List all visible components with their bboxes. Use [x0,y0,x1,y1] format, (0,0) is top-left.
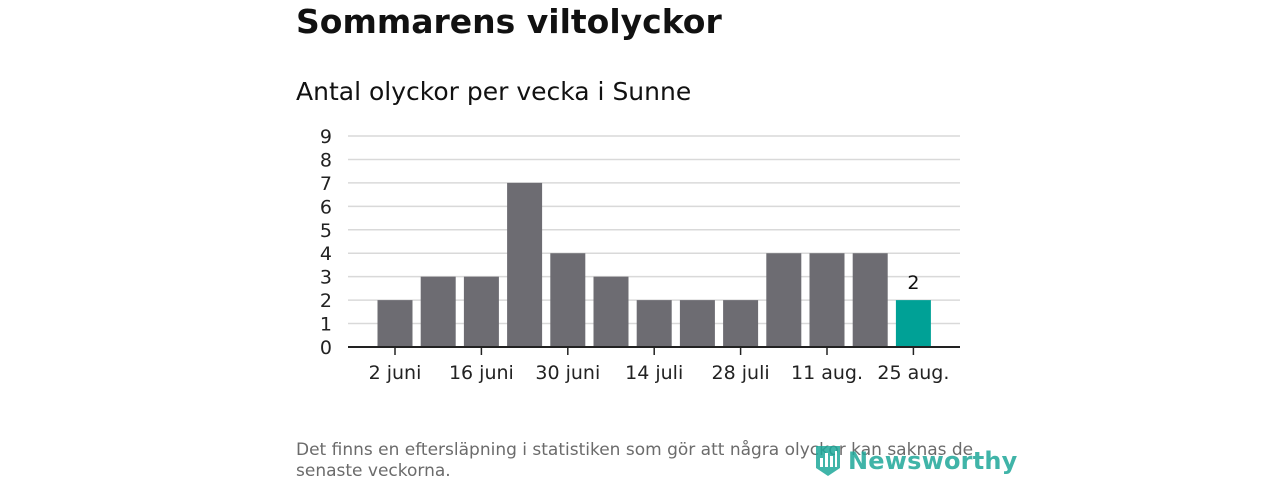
bar [463,276,499,347]
x-tick-label: 30 juni [535,362,600,384]
x-tick-label: 11 aug. [791,362,863,384]
bar [809,253,845,347]
page-title: Sommarens viltolyckor [296,2,722,41]
bar [766,253,802,347]
y-tick-label: 6 [320,196,332,218]
y-tick-label: 0 [320,337,332,359]
bar [377,300,413,347]
bar [593,276,629,347]
y-tick-label: 4 [320,243,332,265]
bar [723,300,759,347]
bar [420,276,456,347]
chart-subtitle: Antal olyckor per vecka i Sunne [296,77,692,106]
x-tick-label: 2 juni [369,362,422,384]
logo-text: Newsworthy [848,447,1018,475]
bar [679,300,715,347]
newsworthy-logo: Newsworthy [814,444,1018,478]
bar [550,253,586,347]
x-tick-label: 14 juli [625,362,683,384]
y-tick-label: 7 [320,173,332,195]
bar [852,253,888,347]
data-label: 2 [907,272,919,294]
x-tick-label: 25 aug. [877,362,949,384]
bar-chart-shield-icon [816,446,840,476]
y-tick-label: 5 [320,220,332,242]
y-tick-label: 8 [320,149,332,171]
y-tick-label: 2 [320,290,332,312]
y-tick-label: 9 [320,126,332,148]
bar [636,300,672,347]
y-tick-label: 3 [320,267,332,289]
y-tick-label: 1 [320,314,332,336]
bar [507,182,543,347]
footnote: Det finns en eftersläpning i statistiken… [296,440,974,481]
x-tick-label: 28 juli [712,362,770,384]
x-tick-label: 16 juni [449,362,514,384]
chart-container: Sommarens viltolyckor Antal olyckor per … [296,0,1017,481]
highlight-bar [895,300,931,347]
